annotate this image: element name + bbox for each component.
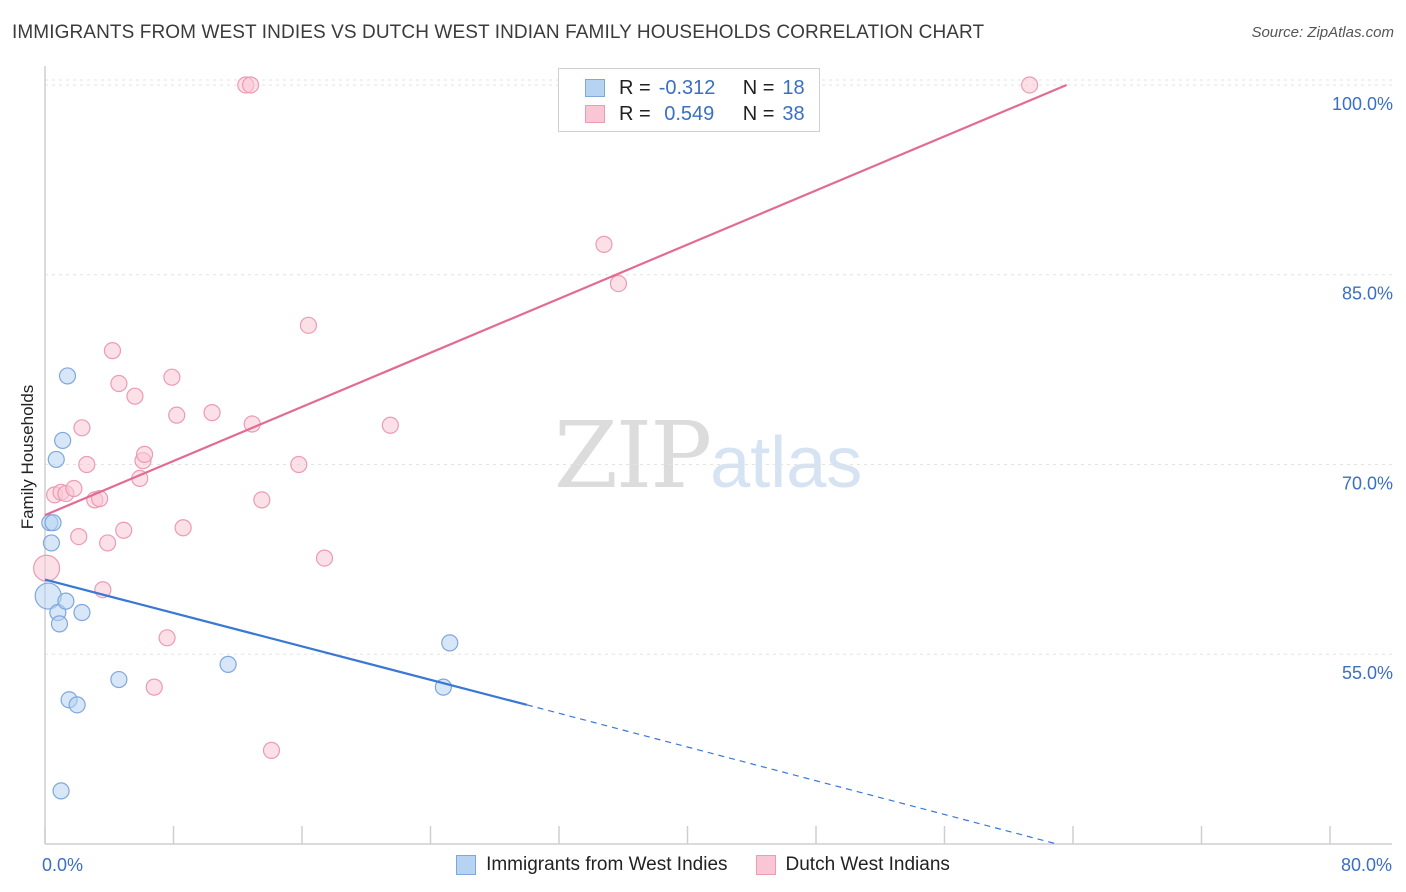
n-value: 18 bbox=[782, 76, 805, 99]
r-label: R = bbox=[619, 102, 651, 125]
data-point-west-indies bbox=[52, 782, 70, 800]
source-label: Source: ZipAtlas.com bbox=[1251, 24, 1394, 41]
x-tick-label: 80.0% bbox=[1341, 855, 1392, 875]
legend-label: Dutch West Indians bbox=[785, 854, 950, 875]
data-point-dutch-west-indians bbox=[203, 404, 221, 422]
data-point-dutch-west-indians bbox=[290, 455, 308, 474]
y-tick-label: 85.0% bbox=[1342, 284, 1393, 304]
data-point-dutch-west-indians bbox=[135, 445, 154, 463]
data-point-dutch-west-indians bbox=[595, 235, 613, 253]
data-point-dutch-west-indians bbox=[70, 527, 88, 546]
data-point-dutch-west-indians bbox=[242, 76, 260, 94]
correlation-legend: R = -0.312 N = 18 R = 0.549 N = 38 bbox=[558, 68, 820, 132]
x-tick-label: 0.0% bbox=[42, 855, 83, 875]
data-point-west-indies bbox=[58, 367, 77, 385]
data-point-west-indies bbox=[44, 514, 62, 532]
n-value: 38 bbox=[782, 102, 805, 125]
data-point-dutch-west-indians bbox=[253, 491, 271, 509]
data-point-west-indies bbox=[441, 634, 459, 652]
legend-item-west-indies: Immigrants from West Indies bbox=[456, 854, 728, 876]
data-point-dutch-west-indians bbox=[110, 374, 128, 393]
data-point-west-indies bbox=[68, 696, 86, 714]
trend-line-west-indies bbox=[44, 578, 528, 706]
data-point-west-indies bbox=[50, 615, 69, 633]
legend-row-dutch-west-indians: R = 0.549 N = 38 bbox=[585, 101, 805, 127]
data-point-west-indies bbox=[47, 450, 65, 469]
data-point-dutch-west-indians bbox=[174, 519, 192, 537]
legend-swatch-blue bbox=[456, 855, 477, 875]
data-point-dutch-west-indians bbox=[103, 342, 122, 360]
trend-line-dutch-west-indians bbox=[44, 83, 1068, 517]
data-point-dutch-west-indians bbox=[315, 549, 334, 567]
data-point-dutch-west-indians bbox=[33, 554, 61, 582]
data-point-dutch-west-indians bbox=[126, 387, 144, 405]
data-point-dutch-west-indians bbox=[381, 416, 399, 434]
data-point-west-indies bbox=[57, 592, 75, 610]
legend-item-dutch-west-indians: Dutch West Indians bbox=[755, 854, 950, 876]
data-point-dutch-west-indians bbox=[145, 678, 163, 696]
data-point-dutch-west-indians bbox=[262, 741, 281, 759]
data-point-dutch-west-indians bbox=[99, 534, 117, 552]
y-tick-label: 55.0% bbox=[1342, 663, 1393, 683]
r-label: R = bbox=[619, 76, 651, 99]
legend-swatch-pink bbox=[585, 105, 605, 123]
y-tick-label: 100.0% bbox=[1332, 94, 1393, 114]
legend-swatch-blue bbox=[585, 79, 605, 97]
n-label: N = bbox=[742, 76, 775, 99]
data-point-dutch-west-indians bbox=[163, 368, 181, 386]
data-point-west-indies bbox=[110, 670, 128, 689]
data-point-west-indies bbox=[42, 534, 61, 552]
y-tick-label: 70.0% bbox=[1342, 473, 1393, 493]
series-legend: Immigrants from West Indies Dutch West I… bbox=[0, 852, 1406, 878]
n-label: N = bbox=[742, 102, 775, 125]
data-point-dutch-west-indians bbox=[115, 521, 133, 539]
legend-label: Immigrants from West Indies bbox=[486, 854, 728, 875]
data-point-west-indies bbox=[54, 431, 72, 450]
data-point-west-indies bbox=[219, 655, 237, 673]
data-point-dutch-west-indians bbox=[65, 479, 83, 498]
chart-title: IMMIGRANTS FROM WEST INDIES VS DUTCH WES… bbox=[12, 22, 985, 43]
data-point-dutch-west-indians bbox=[78, 455, 96, 474]
data-point-dutch-west-indians bbox=[73, 419, 91, 437]
data-point-dutch-west-indians bbox=[609, 274, 628, 293]
legend-swatch-pink bbox=[755, 855, 776, 875]
data-point-dutch-west-indians bbox=[299, 316, 318, 334]
data-point-dutch-west-indians bbox=[168, 406, 186, 424]
data-point-dutch-west-indians bbox=[158, 629, 176, 647]
data-point-west-indies bbox=[73, 603, 91, 622]
trend-line-extension-west-indies bbox=[526, 704, 1058, 845]
r-value: -0.312 bbox=[658, 76, 716, 99]
data-point-dutch-west-indians bbox=[1021, 76, 1039, 94]
r-value: 0.549 bbox=[658, 102, 715, 125]
legend-row-west-indies: R = -0.312 N = 18 bbox=[585, 75, 805, 101]
